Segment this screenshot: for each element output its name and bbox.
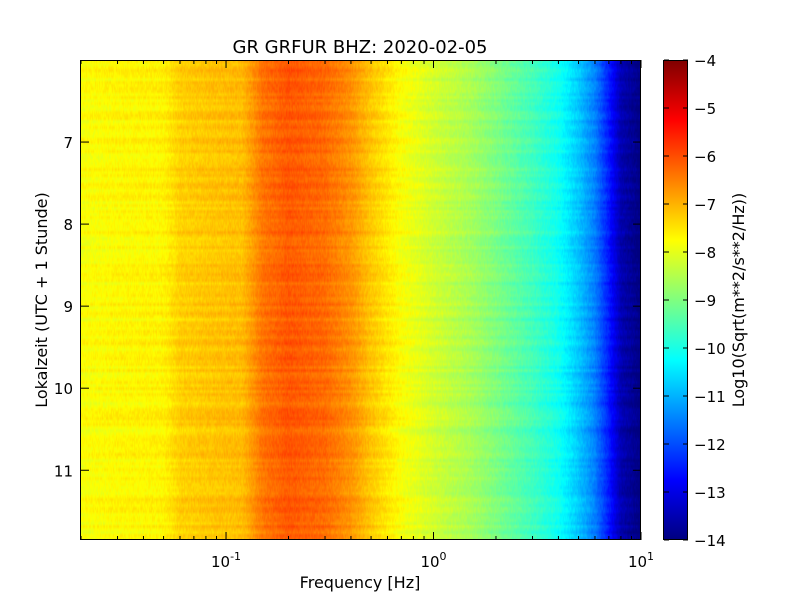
y-tick-label: 7 — [63, 134, 73, 152]
y-axis-ticks: 7 8 9 10 11 — [54, 134, 641, 480]
colorbar-tick-label: −8 — [694, 244, 716, 262]
colorbar-ticks: −4 −5 −6 −7 −8 −9 −10 −11 −12 −13 −14 — [664, 52, 726, 550]
colorbar-tick-label: −4 — [694, 52, 716, 70]
colorbar-tick-label: −10 — [694, 340, 726, 358]
y-tick-label: 8 — [63, 216, 73, 234]
colorbar-tick-label: −9 — [694, 292, 716, 310]
spectrogram-heatmap — [81, 60, 641, 540]
y-tick-label: 9 — [63, 298, 73, 316]
colorbar-tick-label: −12 — [694, 436, 726, 454]
colorbar-tick-label: −6 — [694, 148, 716, 166]
x-axis-label: Frequency [Hz] — [300, 573, 421, 592]
x-tick-label: 100 — [420, 550, 446, 571]
plot-frame — [80, 60, 641, 540]
x-tick-label: 10-1 — [211, 550, 241, 571]
y-tick-label: 10 — [54, 380, 73, 398]
colorbar-tick-label: −14 — [694, 532, 726, 550]
x-axis-ticks: 10-1 100 101 — [80, 60, 654, 571]
colorbar-tick-label: −11 — [694, 388, 726, 406]
colorbar-tick-label: −7 — [694, 196, 716, 214]
colorbar-tick-label: −5 — [694, 100, 716, 118]
colorbar-label: Log10(Sqrt(m**2/s**2/Hz)) — [729, 193, 748, 408]
y-tick-label: 11 — [54, 462, 73, 480]
x-tick-label: 101 — [628, 550, 654, 571]
chart-title: GR GRFUR BHZ: 2020-02-05 — [233, 37, 488, 58]
plot-area: 10-1 100 101 7 8 9 10 11 — [54, 60, 654, 571]
colorbar: −4 −5 −6 −7 −8 −9 −10 −11 −12 −13 −14 Log10(Sqrt(m… — [663, 52, 748, 550]
colorbar-tick-label: −13 — [694, 484, 726, 502]
y-axis-label: Lokalzeit (UTC + 1 Stunde) — [32, 192, 51, 407]
